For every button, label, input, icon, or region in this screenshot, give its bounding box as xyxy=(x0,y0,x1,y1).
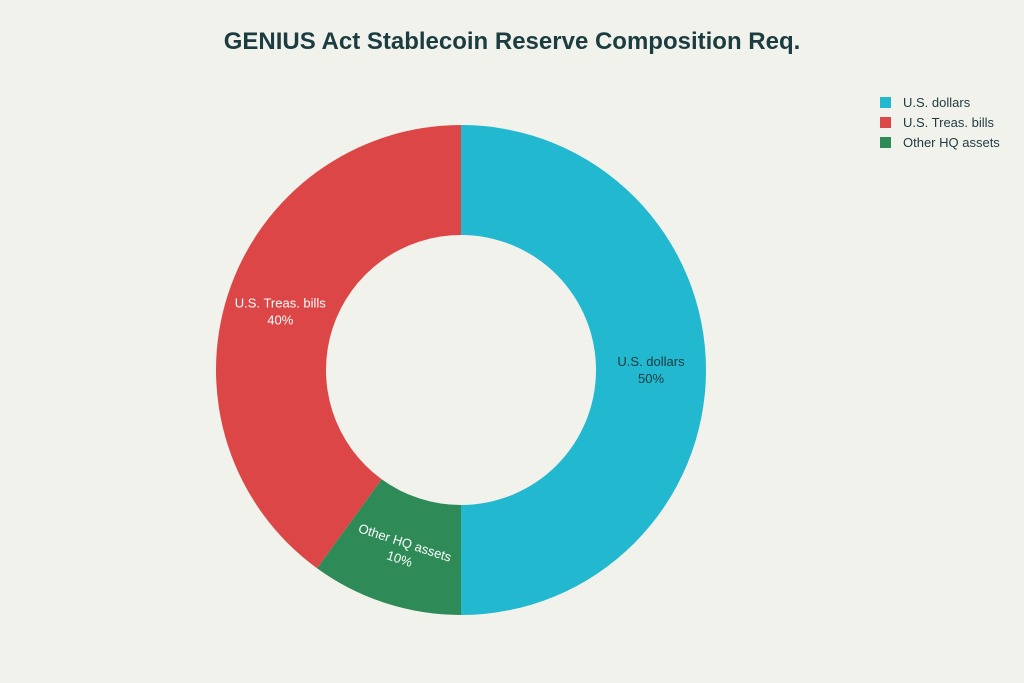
slice-category-label: U.S. dollars xyxy=(617,354,685,369)
legend-swatch xyxy=(880,116,891,128)
slice-u-s-dollars[interactable] xyxy=(461,125,706,615)
legend-label: U.S. dollars xyxy=(903,94,971,110)
slice-value-label: 50% xyxy=(638,371,664,386)
slice-category-label: U.S. Treas. bills xyxy=(235,295,327,310)
legend-item-us-dollars[interactable]: U.S. dollars xyxy=(880,92,1000,112)
slice-label-u-s-dollars: U.S. dollars 50% xyxy=(617,354,685,386)
legend-swatch xyxy=(880,136,891,148)
slice-u-s-treas-bills[interactable] xyxy=(216,125,461,569)
chart-title: GENIUS Act Stablecoin Reserve Compositio… xyxy=(223,28,801,55)
legend-label: Other HQ assets xyxy=(903,134,1000,150)
legend-swatch xyxy=(880,96,891,108)
legend-item-us-treas-bills[interactable]: U.S. Treas. bills xyxy=(880,112,1000,132)
slice-other-hq-assets[interactable] xyxy=(316,479,461,615)
legend-label: U.S. Treas. bills xyxy=(903,114,995,130)
slice-value-label: 40% xyxy=(267,312,293,327)
slice-label-u-s-treas-bills: U.S. Treas. bills 40% xyxy=(235,295,327,327)
legend-item-other-hq-assets[interactable]: Other HQ assets xyxy=(880,132,1000,152)
legend: U.S. dollars U.S. Treas. bills Other HQ … xyxy=(880,92,1000,152)
